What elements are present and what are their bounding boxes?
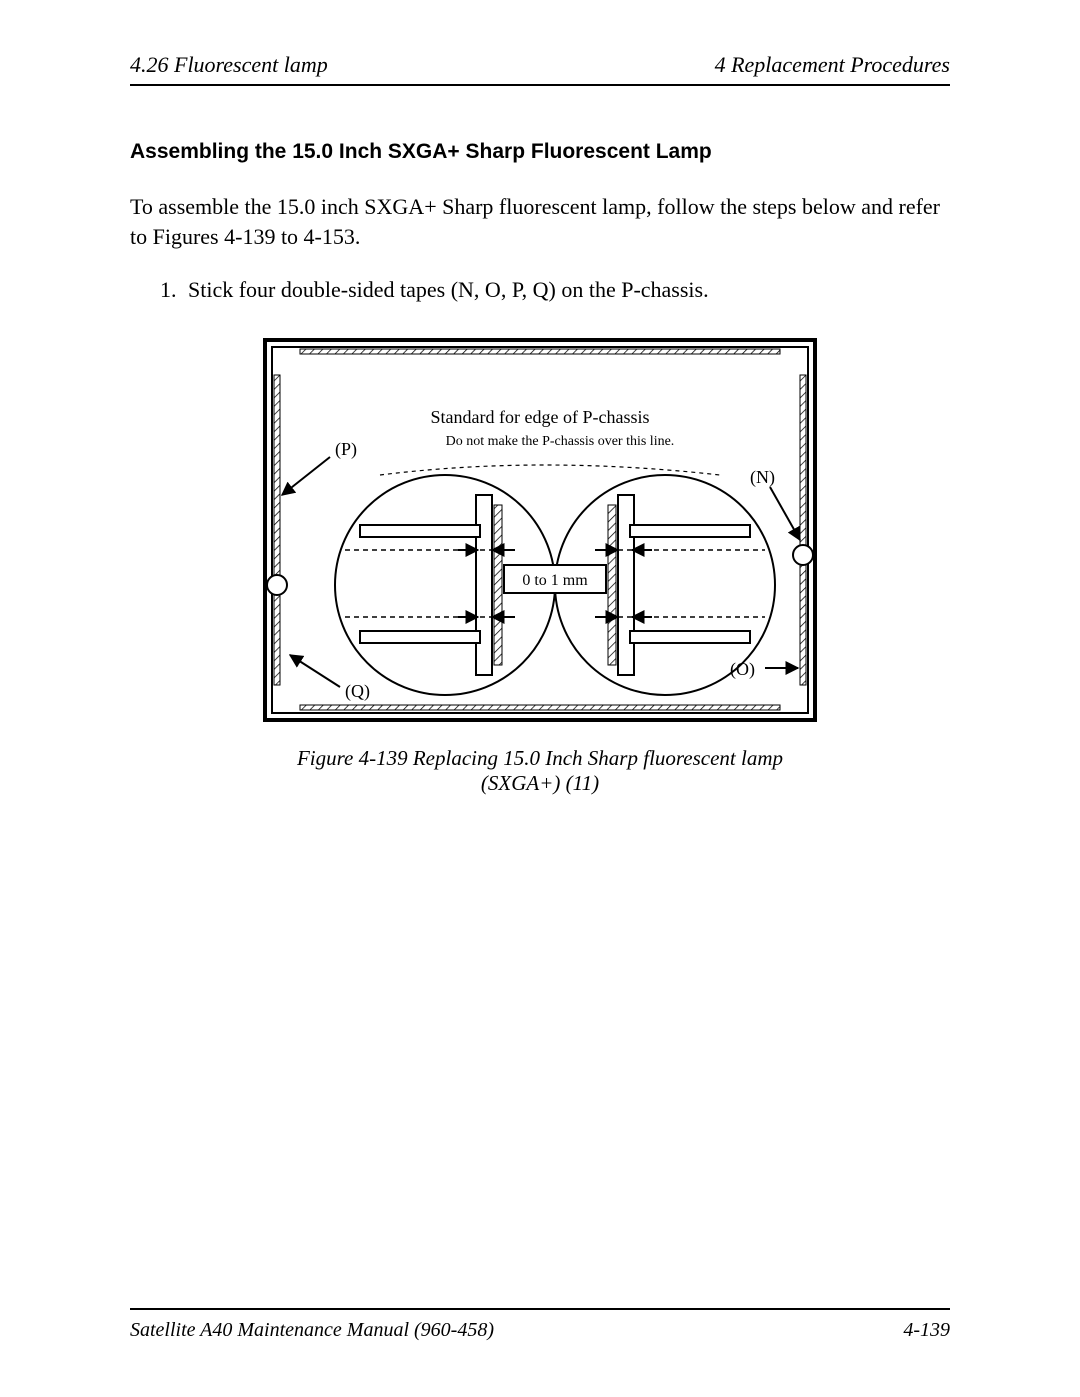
label-O: (O) — [730, 659, 755, 680]
page: 4.26 Fluorescent lamp 4 Replacement Proc… — [130, 52, 950, 1342]
step-1: 1. Stick four double-sided tapes (N, O, … — [160, 275, 950, 305]
diagram-svg: Standard for edge of P-chassis Do not ma… — [260, 335, 820, 725]
warn-text: Do not make the P-chassis over this line… — [446, 434, 675, 449]
label-Q: (Q) — [345, 681, 370, 702]
center-box-text: 0 to 1 mm — [522, 572, 588, 589]
page-footer: Satellite A40 Maintenance Manual (960-45… — [130, 1313, 950, 1342]
header-rule — [130, 84, 950, 86]
header-right: 4 Replacement Procedures — [715, 52, 950, 78]
label-N: (N) — [750, 467, 775, 488]
figure-4-139: Standard for edge of P-chassis Do not ma… — [260, 335, 820, 796]
figure-caption: Figure 4-139 Replacing 15.0 Inch Sharp f… — [260, 746, 820, 796]
footer-left: Satellite A40 Maintenance Manual (960-45… — [130, 1319, 494, 1342]
edge-text: Standard for edge of P-chassis — [431, 407, 650, 427]
footer-rule — [130, 1308, 950, 1310]
header-left: 4.26 Fluorescent lamp — [130, 52, 328, 78]
footer-right: 4-139 — [903, 1319, 950, 1342]
page-header: 4.26 Fluorescent lamp 4 Replacement Proc… — [130, 52, 950, 84]
label-P: (P) — [335, 439, 357, 460]
step-number: 1. — [160, 275, 188, 305]
intro-paragraph: To assemble the 15.0 inch SXGA+ Sharp fl… — [130, 192, 950, 251]
step-text: Stick four double-sided tapes (N, O, P, … — [188, 275, 709, 305]
section-heading: Assembling the 15.0 Inch SXGA+ Sharp Flu… — [130, 140, 950, 164]
